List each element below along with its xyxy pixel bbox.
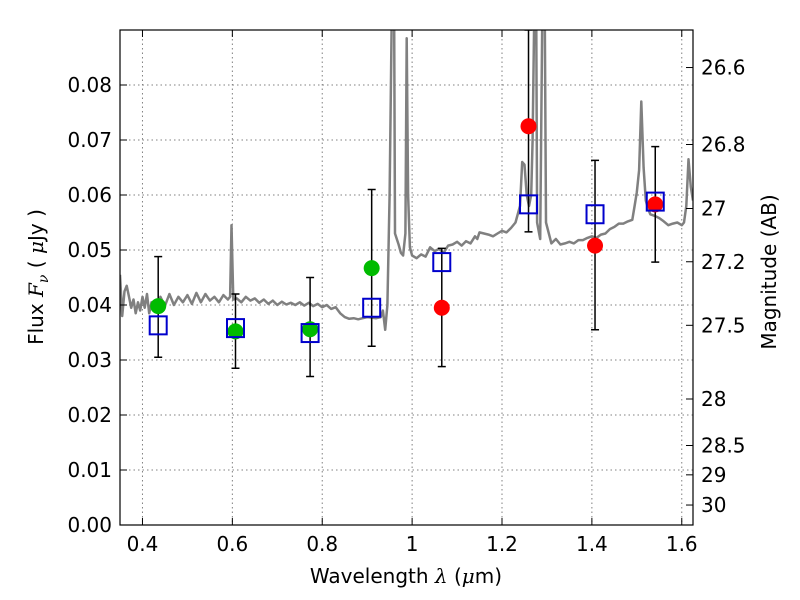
spectrum-layer	[120, 30, 693, 332]
data-point	[150, 298, 167, 315]
y2-axis-title: Magnitude (AB)	[757, 194, 781, 349]
y2-tick-label: 26.6	[701, 56, 746, 80]
model-point	[432, 252, 452, 273]
spectrum-line	[120, 30, 693, 332]
model-point	[362, 297, 382, 318]
x-tick-label: 0.6	[216, 532, 248, 556]
y-tick-label: 0.08	[67, 73, 112, 97]
x-tick-label: 1.2	[486, 532, 518, 556]
x-tick-label: 0.4	[127, 532, 159, 556]
y-tick-label: 0.03	[67, 348, 112, 372]
y-tick-label: 0.06	[67, 183, 112, 207]
model-point	[148, 315, 168, 336]
x-tick-label: 1.4	[576, 532, 608, 556]
data-point	[302, 321, 319, 338]
y2-tick-label: 27	[701, 197, 726, 221]
y-axis-title: Flux Fν ( μJy )	[24, 209, 52, 345]
y2-tick-label: 27.5	[701, 313, 746, 337]
y2-tick-label: 28.5	[701, 434, 746, 458]
model-point	[300, 323, 320, 344]
y2-tick-label: 28	[701, 387, 726, 411]
data-point	[433, 299, 450, 316]
data-point	[227, 323, 244, 340]
model-point	[585, 204, 605, 225]
model-point	[225, 318, 245, 339]
data-point	[647, 196, 664, 213]
x-axis-title: Wavelength λ (μm)	[310, 564, 502, 588]
data-point	[520, 118, 537, 135]
x-tick-label: 1.6	[666, 532, 698, 556]
y-tick-label: 0.07	[67, 128, 112, 152]
data-point	[587, 237, 604, 254]
model-point	[645, 191, 665, 212]
y2-tick-label: 27.2	[701, 250, 746, 274]
plot-frame	[119, 29, 694, 526]
data-point	[363, 260, 380, 277]
y2-tick-label: 29	[701, 463, 726, 487]
x-tick-label: 1	[406, 532, 419, 556]
model-point	[519, 194, 539, 215]
y2-tick-label: 30	[701, 493, 726, 517]
y-tick-label: 0.05	[67, 238, 112, 262]
y-tick-label: 0.01	[67, 458, 112, 482]
ticks: 0.4 0.6 0.8 1 1.2 1.4 1.6 0.00 0.01 0.02 0.03 0.04 0…	[67, 30, 746, 556]
y2-tick-label: 26.8	[701, 132, 746, 156]
y-tick-label: 0.00	[67, 513, 112, 537]
marker-layer	[148, 118, 665, 344]
x-tick-label: 0.8	[306, 532, 338, 556]
y-tick-label: 0.02	[67, 403, 112, 427]
y-tick-label: 0.04	[67, 293, 112, 317]
grid	[120, 30, 693, 526]
